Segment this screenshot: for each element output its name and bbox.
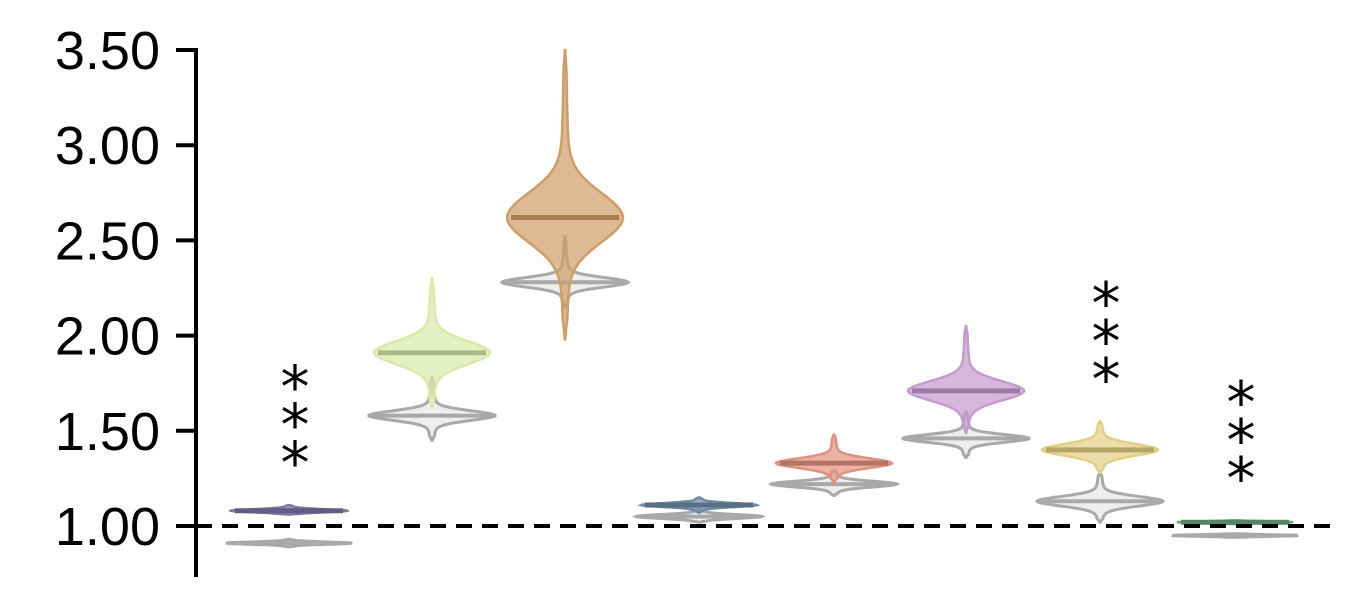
violin (1040, 420, 1160, 474)
y-axis: 1.00 1.50 2.00 2.50 3.00 3.50 (55, 21, 198, 577)
significance-star: * (281, 429, 310, 497)
significance-star: * (1092, 269, 1121, 337)
significance-star: * (281, 391, 310, 459)
violin-group (1171, 519, 1299, 539)
y-tick-label: 1.50 (55, 402, 160, 462)
violin (906, 324, 1026, 434)
y-tick-label: 1.00 (55, 497, 160, 557)
violin (372, 277, 492, 410)
significance-star: * (1092, 345, 1121, 413)
violin-group (367, 277, 497, 442)
violin-group (1034, 420, 1166, 524)
y-tick-label: 3.00 (55, 116, 160, 176)
significance-star: * (281, 353, 310, 421)
significance-star: * (1092, 307, 1121, 375)
violin-group (632, 496, 766, 524)
violin-group (767, 433, 901, 497)
violin (774, 433, 894, 484)
y-tick-label: 3.50 (55, 21, 160, 81)
violin-group (225, 503, 353, 549)
significance-layer: ****** *** (281, 269, 1256, 512)
violin-group (900, 324, 1032, 459)
control-violin (1034, 471, 1166, 524)
violin-layer (225, 48, 1299, 549)
significance-star: * (1227, 368, 1256, 436)
significance-star: * (1227, 406, 1256, 474)
violin-group (499, 48, 631, 341)
violin (505, 48, 625, 341)
y-tick-label: 2.00 (55, 307, 160, 367)
y-tick-label: 2.50 (55, 211, 160, 271)
significance-star: * (1227, 444, 1256, 512)
